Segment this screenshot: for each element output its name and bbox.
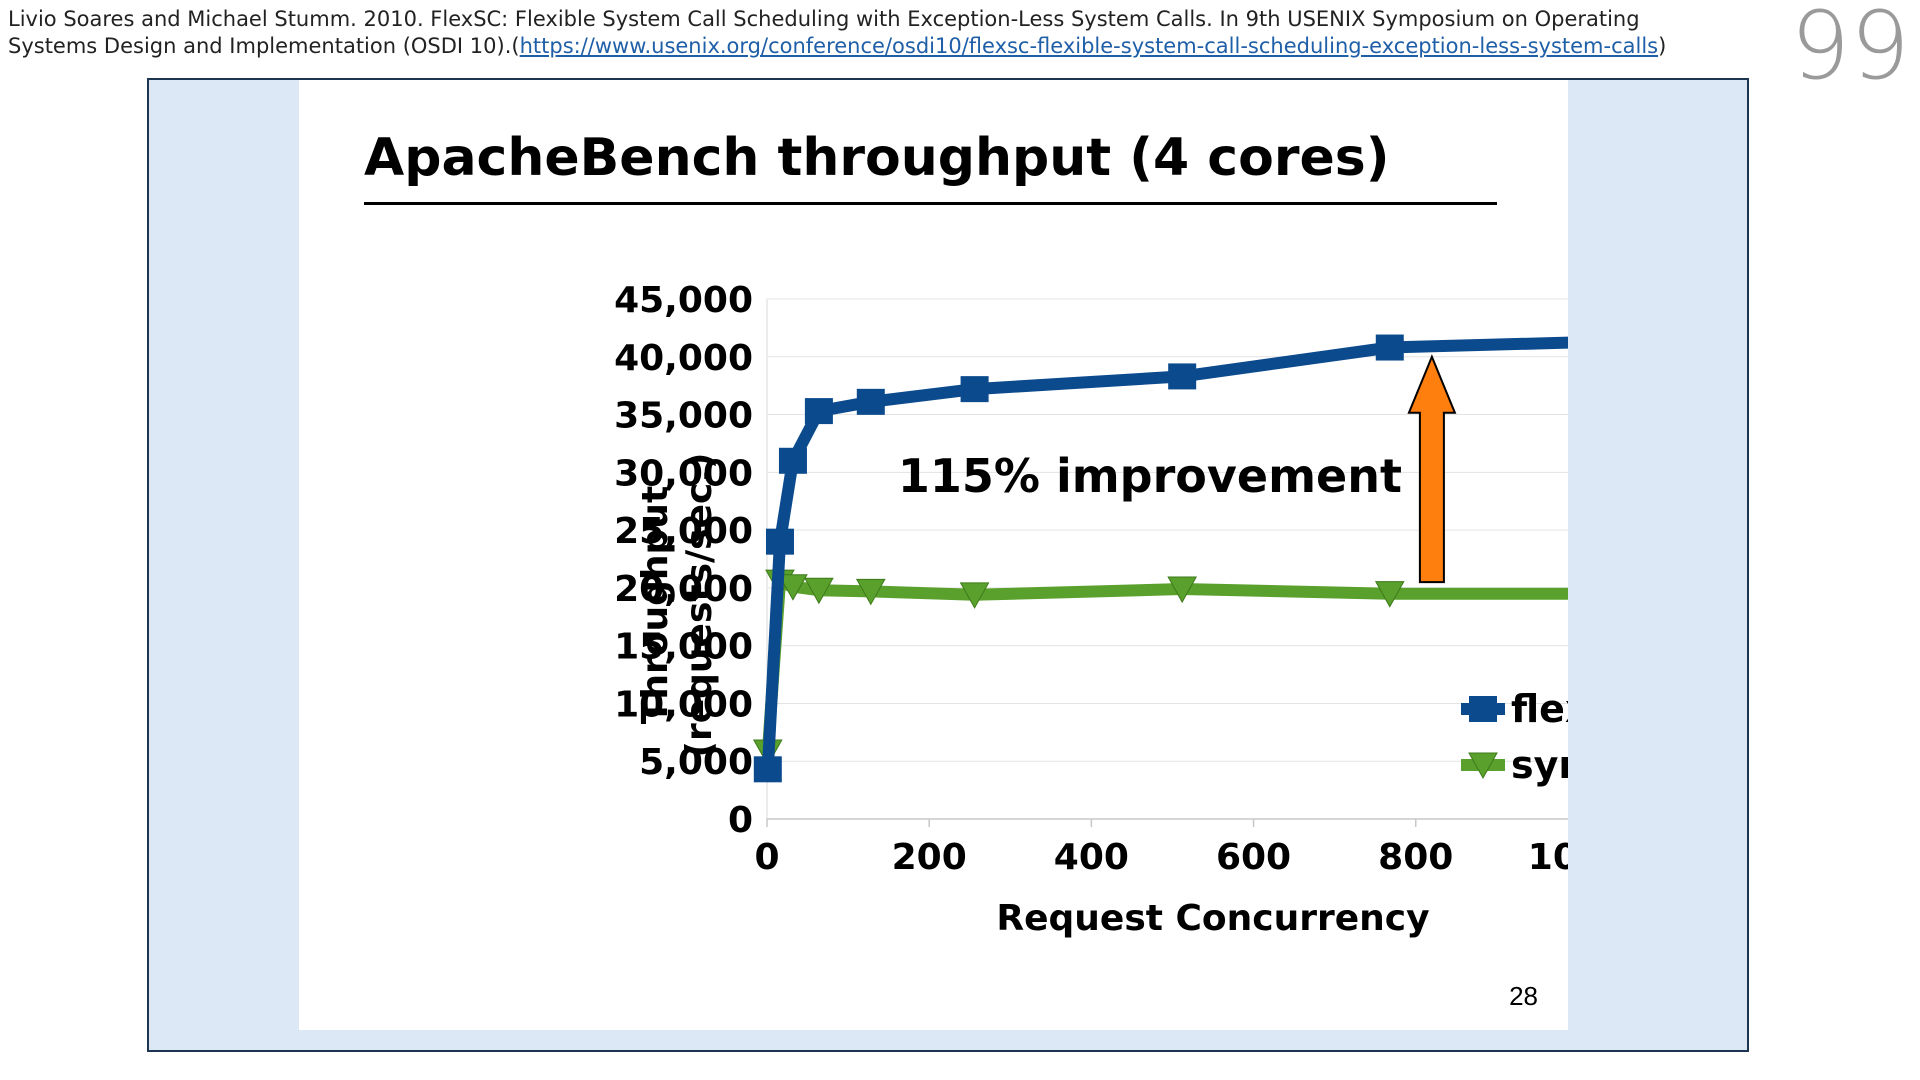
y-tick-label: 0	[728, 800, 753, 841]
citation-suffix: )	[1658, 34, 1667, 58]
x-tick-label: 0	[754, 837, 779, 878]
x-tick-label: 200	[892, 837, 967, 878]
x-tick-label: 400	[1054, 837, 1129, 878]
y-tick-label: 30,000	[614, 453, 753, 494]
y-tick-label: 15,000	[614, 627, 753, 668]
legend-swatch-marker	[1468, 752, 1498, 780]
page-number: 99	[1790, 0, 1910, 101]
slide: ApacheBench throughput (4 cores) 0 5,000 1…	[299, 80, 1568, 1030]
improvement-annotation: 115% improvement	[898, 449, 1402, 503]
x-tick-label: 800	[1378, 837, 1453, 878]
y-axis-label: Throughput(requests/sec.)	[635, 453, 720, 758]
legend-item-sync: sync	[1461, 743, 1568, 787]
citation-text: Livio Soares and Michael Stumm. 2010. Fl…	[8, 7, 1640, 58]
data-point-flexsc	[1168, 363, 1197, 390]
data-point-flexsc	[753, 756, 782, 783]
data-point-flexsc	[765, 528, 794, 555]
x-tick-label: 1000	[1528, 837, 1568, 878]
title-underline	[364, 202, 1497, 205]
y-axis-label-line: Throughput	[635, 486, 676, 724]
data-point-flexsc	[804, 398, 833, 425]
data-point-sync	[855, 578, 886, 606]
improvement-arrow	[1407, 354, 1457, 584]
data-point-flexsc	[1375, 334, 1404, 361]
legend: flexsc sync	[1461, 687, 1568, 787]
legend-label: flexsc	[1511, 687, 1568, 731]
legend-label: sync	[1511, 743, 1568, 787]
y-axis-label-line: (requests/sec.)	[679, 453, 720, 758]
y-tick-label: 20,000	[614, 569, 753, 610]
series-sync	[752, 569, 1568, 767]
data-point-flexsc	[856, 388, 885, 415]
y-tick-label: 40,000	[614, 338, 753, 379]
legend-item-flexsc: flexsc	[1461, 687, 1568, 731]
data-point-sync	[804, 577, 834, 605]
y-tick-label: 45,000	[614, 280, 753, 321]
throughput-chart: 0 5,000 10,000 15,000 20,000 25,000 30,000 35,0…	[614, 280, 1568, 939]
slide-title: ApacheBench throughput (4 cores)	[364, 128, 1390, 188]
legend-swatch-marker	[1469, 696, 1497, 722]
series-flexsc	[753, 334, 1568, 783]
data-point-sync	[1167, 576, 1198, 604]
slide-frame: ApacheBench throughput (4 cores) 0 5,000 1…	[147, 78, 1749, 1052]
y-tick-label: 25,000	[614, 511, 753, 552]
citation: Livio Soares and Michael Stumm. 2010. Fl…	[8, 6, 1708, 60]
data-point-flexsc	[778, 447, 807, 474]
slide-number: 28	[1509, 981, 1538, 1011]
y-tick-label: 5,000	[639, 742, 753, 783]
data-point-sync	[959, 582, 990, 609]
data-point-flexsc	[960, 376, 989, 403]
y-tick-label: 35,000	[614, 396, 753, 437]
data-point-sync	[778, 574, 808, 601]
data-point-sync	[1374, 581, 1405, 608]
x-tick-label: 600	[1216, 837, 1291, 878]
y-tick-label: 10,000	[614, 684, 753, 725]
x-axis-label: Request Concurrency	[996, 898, 1429, 939]
citation-link[interactable]: https://www.usenix.org/conference/osdi10…	[519, 34, 1659, 58]
